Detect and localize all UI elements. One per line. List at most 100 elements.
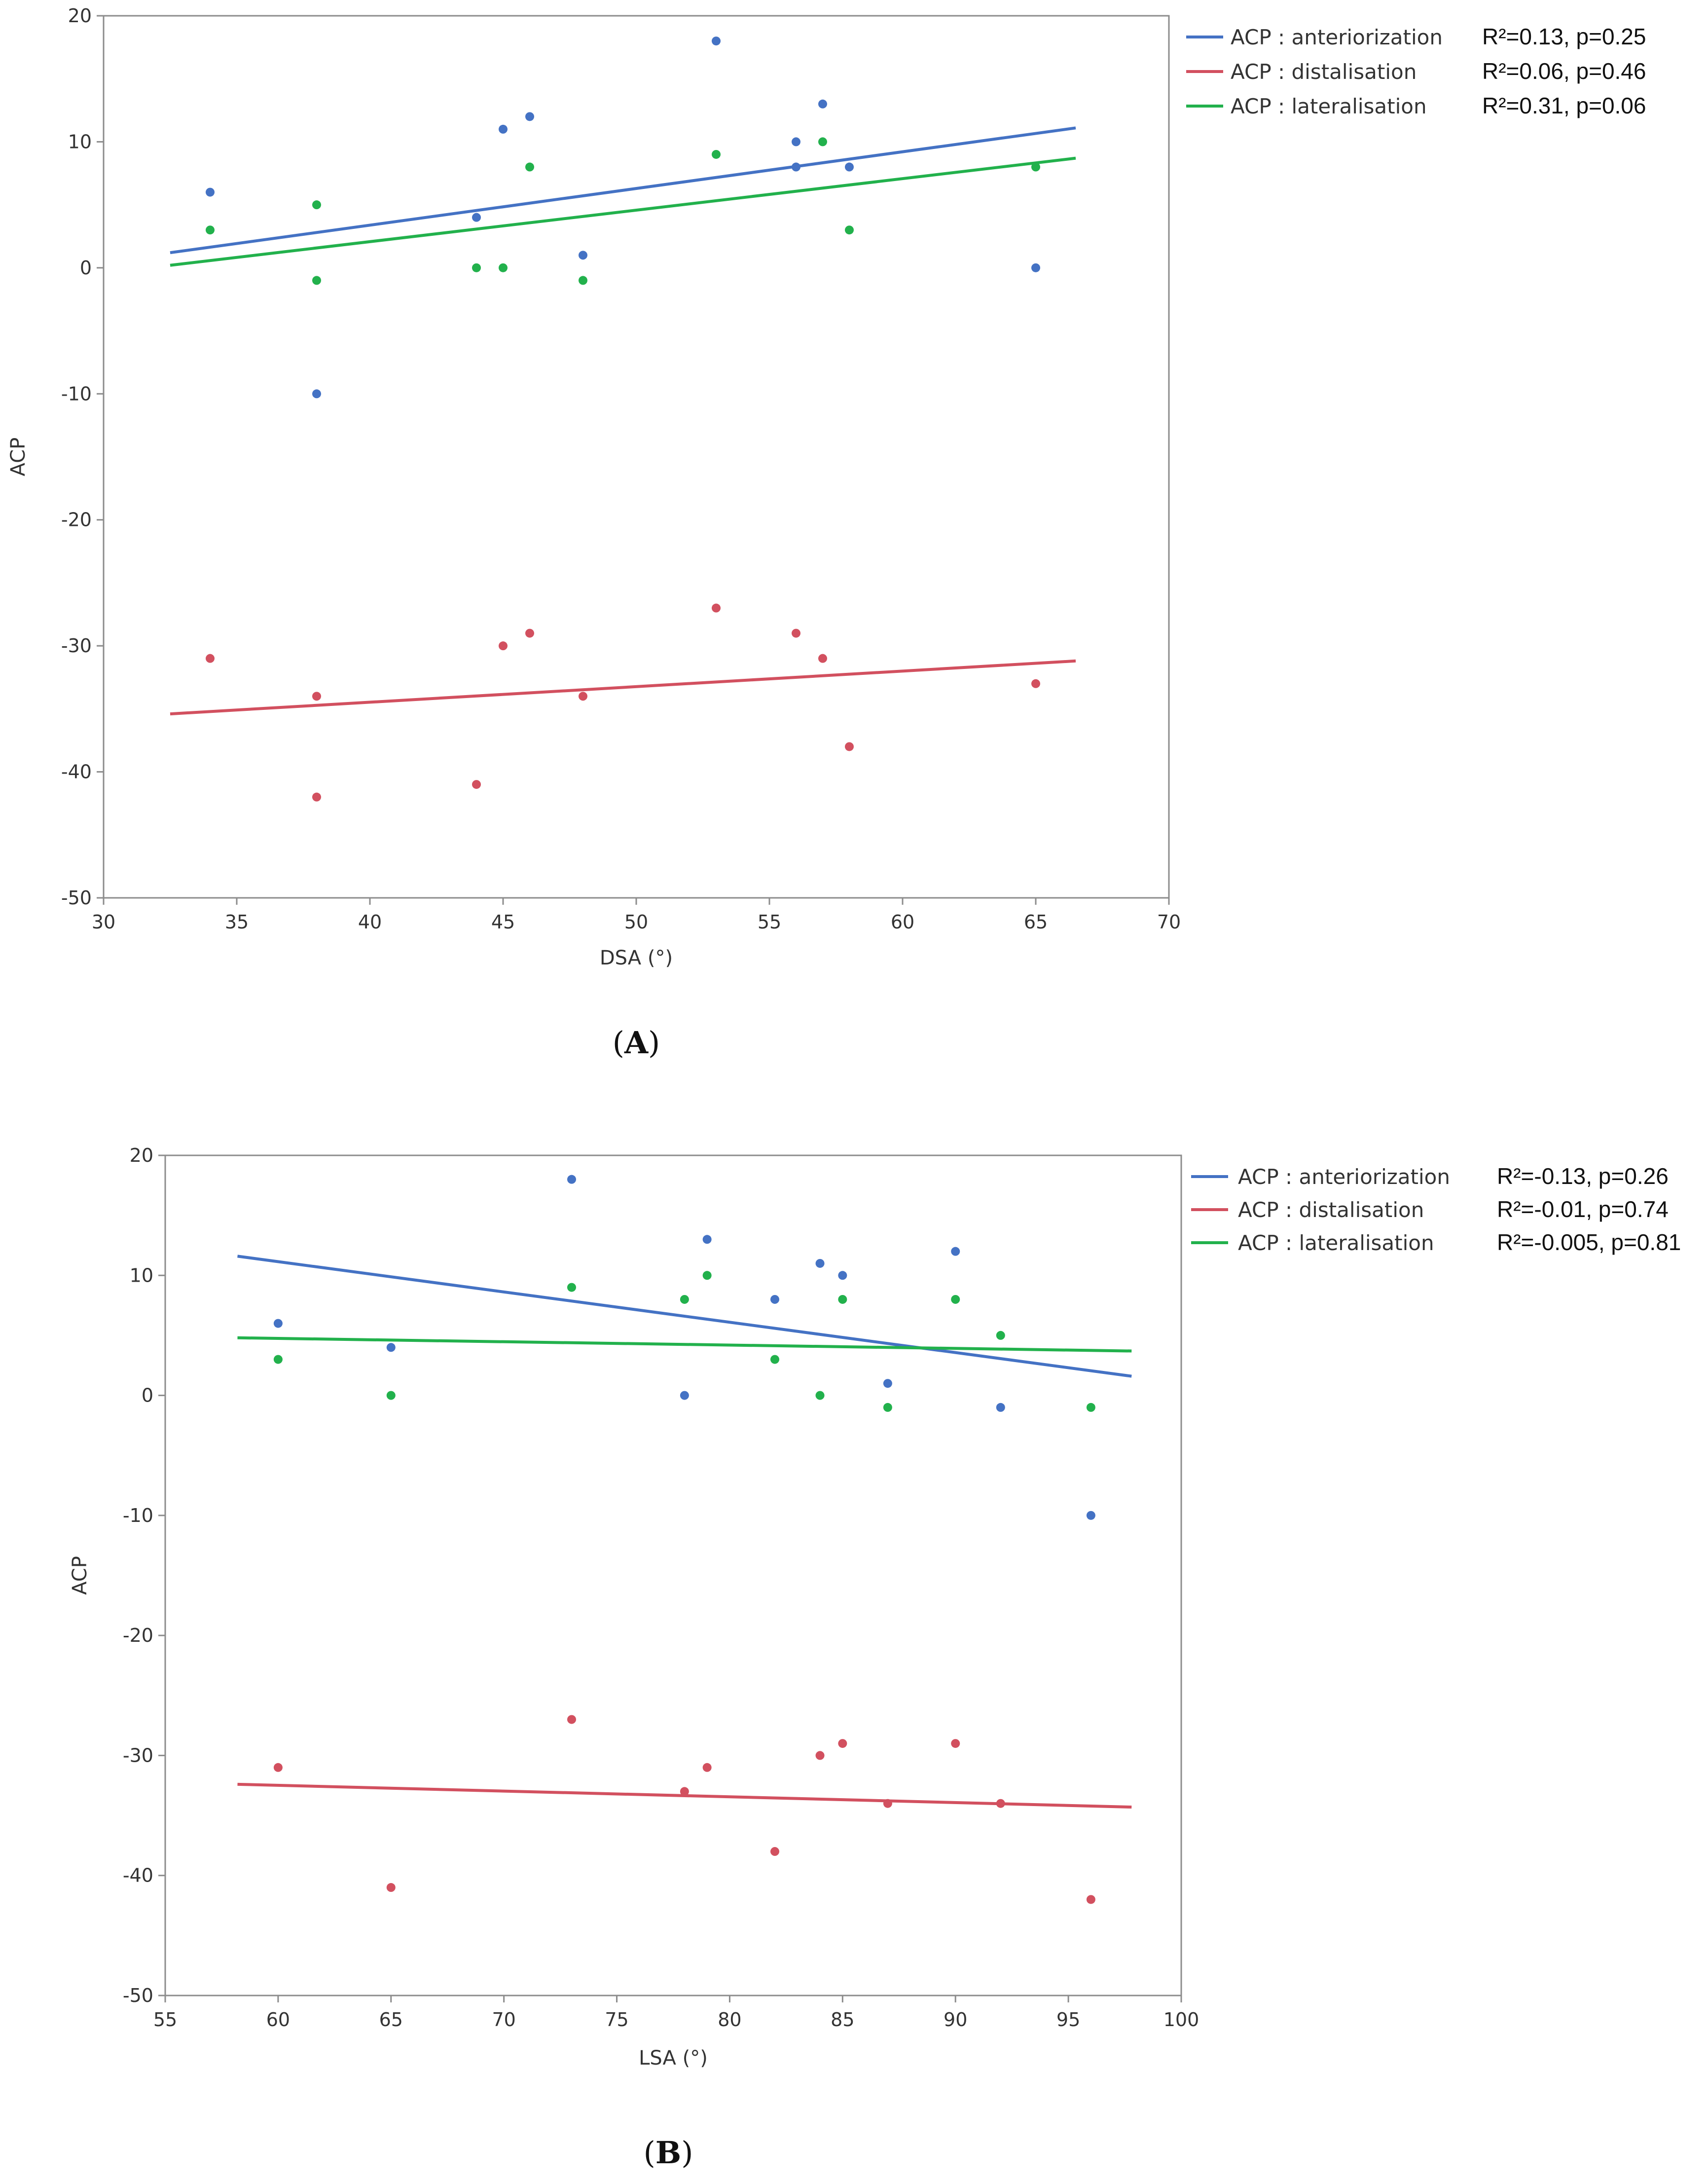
x-tick-label: 100 <box>1163 2009 1199 2031</box>
x-tick-label: 85 <box>831 2009 854 2031</box>
data-point <box>702 1235 712 1244</box>
series-lateralisation <box>237 1271 1132 1412</box>
data-point <box>680 1787 689 1796</box>
data-point <box>996 1403 1005 1412</box>
series-anteriorization <box>237 1175 1132 1520</box>
legend-stats: R²=0.06, p=0.46 <box>1482 58 1646 84</box>
panel-a-chart: 30 35 40 45 50 55 60 65 70 20 10 0 -10 -20 -30 -40 -50 DS… <box>7 5 1646 1061</box>
series-distalisation <box>170 603 1076 802</box>
y-tick-label: 10 <box>130 1264 153 1286</box>
data-point <box>273 1355 283 1364</box>
y-tick-label: 10 <box>68 131 92 152</box>
data-point <box>845 162 854 172</box>
y-tick-label: -10 <box>123 1505 153 1526</box>
y-tick-label: 20 <box>68 5 92 27</box>
x-tick-label: 30 <box>92 911 115 933</box>
fit-line <box>170 659 1076 716</box>
x-tick-label: 40 <box>358 911 382 933</box>
y-tick-label: -40 <box>123 1865 153 1886</box>
x-tick-label: 35 <box>225 911 249 933</box>
fit-line <box>237 1255 1132 1378</box>
x-tick-label: 70 <box>1157 911 1181 933</box>
data-point <box>273 1319 283 1328</box>
data-point <box>579 276 587 285</box>
data-point <box>838 1739 847 1748</box>
data-point <box>1031 162 1040 172</box>
legend-label: ACP : distalisation <box>1238 1198 1424 1222</box>
data-point <box>818 137 827 147</box>
data-point <box>567 1283 576 1292</box>
data-point <box>206 225 215 235</box>
data-point <box>792 137 800 147</box>
y-tick-label: 20 <box>130 1145 153 1166</box>
x-tick-label: 65 <box>379 2009 403 2031</box>
data-point <box>1031 263 1040 272</box>
data-point <box>525 162 534 172</box>
data-point <box>815 1258 825 1268</box>
data-point <box>567 1715 576 1724</box>
data-point <box>838 1271 847 1280</box>
data-point <box>951 1294 960 1304</box>
y-tick-label: -40 <box>61 761 92 783</box>
data-point <box>312 200 321 210</box>
data-point <box>579 692 587 701</box>
data-point <box>702 1763 712 1772</box>
data-point <box>499 124 508 134</box>
legend-stats: R²=0.13, p=0.25 <box>1482 24 1646 49</box>
data-point <box>996 1331 1005 1340</box>
data-point <box>206 187 215 197</box>
legend-label: ACP : anteriorization <box>1238 1165 1450 1189</box>
data-point <box>579 251 587 260</box>
panel-b-chart: 55 60 65 70 75 80 85 90 95 10020100-10-20-30-40-5… <box>69 1145 1681 2171</box>
x-axis-title: DSA (°) <box>600 947 673 969</box>
y-tick-label: -20 <box>61 509 92 531</box>
data-point <box>883 1799 892 1808</box>
y-tick-label: -50 <box>61 887 92 909</box>
y-tick-label: -50 <box>123 1985 153 2006</box>
y-tick-label: -30 <box>123 1744 153 1766</box>
y-tick-label: 0 <box>80 257 92 279</box>
data-point <box>312 276 321 285</box>
data-point <box>525 628 534 638</box>
fit-line <box>170 126 1076 255</box>
data-point <box>206 654 215 663</box>
series-distalisation <box>237 1715 1132 1904</box>
data-point <box>712 149 721 159</box>
data-point <box>567 1175 576 1184</box>
panel-label: (B) <box>644 2135 693 2171</box>
y-tick-label: -10 <box>61 383 92 405</box>
data-point <box>845 225 854 235</box>
data-point <box>770 1847 779 1856</box>
legend-label: ACP : lateralisation <box>1238 1231 1434 1255</box>
data-point <box>312 792 321 802</box>
y-tick-label: -30 <box>61 635 92 657</box>
x-tick-label: 55 <box>153 2009 177 2031</box>
x-axis-title: LSA (°) <box>639 2047 708 2070</box>
data-point <box>845 742 854 751</box>
data-point <box>996 1799 1005 1808</box>
data-point <box>525 112 534 121</box>
legend-stats: R²=-0.01, p=0.74 <box>1497 1196 1669 1222</box>
data-point <box>1086 1511 1095 1520</box>
data-point <box>472 213 481 222</box>
data-point <box>1086 1403 1095 1412</box>
y-tick-label: -20 <box>123 1625 153 1646</box>
data-point <box>273 1763 283 1772</box>
x-tick-label: 50 <box>624 911 648 933</box>
data-point <box>386 1343 396 1352</box>
data-point <box>792 162 800 172</box>
legend-label: ACP : distalisation <box>1231 60 1417 84</box>
legend-stats: R²=-0.005, p=0.81 <box>1497 1229 1681 1255</box>
x-tick-label: 60 <box>266 2009 290 2031</box>
legend-stats: R²=-0.13, p=0.26 <box>1497 1163 1669 1189</box>
data-point <box>499 263 508 272</box>
data-point <box>472 780 481 789</box>
data-point <box>815 1391 825 1400</box>
data-point <box>386 1391 396 1400</box>
series-anteriorization <box>170 37 1076 399</box>
data-point <box>770 1294 779 1304</box>
plot-frame <box>164 1154 1182 1996</box>
data-point <box>386 1883 396 1892</box>
legend-label: ACP : anteriorization <box>1231 25 1443 49</box>
